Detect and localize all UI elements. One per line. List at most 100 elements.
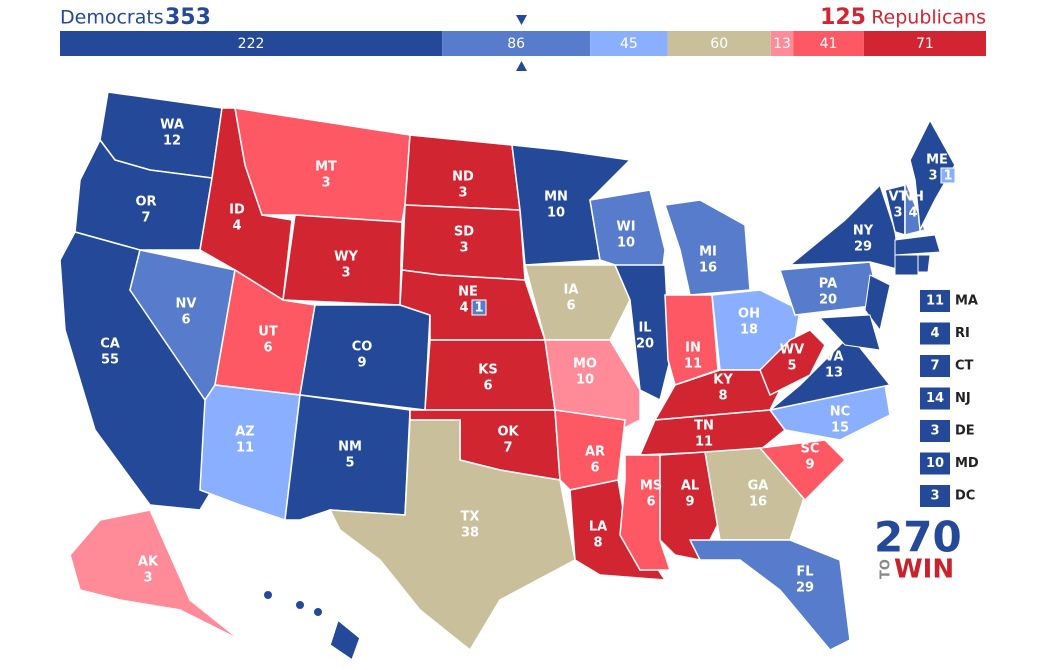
state-votes: 7 bbox=[503, 441, 512, 456]
state-abbr: ND bbox=[452, 170, 474, 185]
bar-segment bbox=[863, 31, 986, 56]
callout-abbr: MA bbox=[955, 294, 978, 309]
state-abbr: KY bbox=[713, 373, 733, 388]
state-shape bbox=[613, 264, 671, 402]
state-abbr: MT bbox=[315, 160, 337, 175]
callout-abbr: RI bbox=[955, 326, 970, 341]
state-votes: 3 bbox=[893, 206, 902, 221]
state-votes: 8 bbox=[718, 389, 727, 404]
island bbox=[264, 591, 272, 599]
state-votes: 12 bbox=[163, 134, 181, 149]
state-votes: 15 bbox=[831, 421, 849, 436]
state-abbr: TX bbox=[461, 510, 480, 525]
state-abbr: SD bbox=[454, 225, 474, 240]
state-abbr: OR bbox=[135, 195, 156, 210]
callout-box bbox=[920, 290, 950, 312]
callout-box bbox=[920, 452, 950, 475]
state-abbr: MI bbox=[699, 245, 717, 260]
state-votes: 6 bbox=[566, 299, 575, 314]
state-shape bbox=[664, 199, 751, 296]
split-box bbox=[940, 167, 956, 184]
state-votes: 10 bbox=[576, 373, 594, 388]
state-abbr: GA bbox=[748, 479, 769, 494]
logo-to: TO bbox=[879, 559, 894, 579]
state-abbr: SC bbox=[801, 442, 820, 457]
callout-box bbox=[920, 485, 950, 507]
bar-segment-label: 86 bbox=[507, 36, 525, 52]
state-abbr: PA bbox=[819, 277, 837, 292]
callout-votes: 11 bbox=[926, 294, 944, 309]
majority-marker bbox=[516, 61, 527, 71]
callout-abbr: NJ bbox=[955, 391, 971, 406]
state-abbr: FL bbox=[796, 565, 813, 580]
state-votes: 16 bbox=[699, 261, 717, 276]
state-abbr: AK bbox=[138, 555, 159, 570]
state-votes: 10 bbox=[547, 206, 565, 221]
bar-segment bbox=[793, 31, 864, 56]
logo-win: WIN bbox=[894, 555, 954, 585]
bar-segment bbox=[442, 31, 591, 56]
state-abbr: NM bbox=[338, 440, 362, 455]
state-votes: 9 bbox=[805, 458, 814, 473]
small-states: 11 MA 4 RI 7 CT 14 NJ 3 DE 10 MD 3 DC bbox=[920, 290, 979, 507]
state-abbr: AR bbox=[585, 445, 605, 460]
state-votes: 7 bbox=[141, 211, 150, 226]
split-votes: 1 bbox=[474, 301, 483, 316]
state-abbr: NC bbox=[830, 405, 850, 420]
bar-segment-label: 71 bbox=[916, 36, 934, 52]
state-abbr: UT bbox=[258, 325, 278, 340]
bar-segment-label: 60 bbox=[710, 36, 728, 52]
state-votes: 10 bbox=[617, 236, 635, 251]
vote-bar: 222 86 45 60 13 41 71 bbox=[60, 31, 986, 56]
state-votes: 16 bbox=[749, 495, 767, 510]
state-votes: 6 bbox=[590, 461, 599, 476]
state-shape bbox=[328, 419, 576, 652]
state-votes: 9 bbox=[685, 495, 694, 510]
state-votes: 3 bbox=[459, 241, 468, 256]
state-votes: 55 bbox=[101, 353, 119, 368]
state-votes: 18 bbox=[740, 323, 758, 338]
state-abbr: ID bbox=[229, 203, 245, 218]
state-votes: 3 bbox=[458, 186, 467, 201]
state-shape bbox=[69, 509, 241, 641]
callout-abbr: MD bbox=[955, 456, 979, 471]
state-votes: 11 bbox=[695, 435, 713, 450]
majority-marker bbox=[516, 15, 527, 25]
state-votes: 4 bbox=[459, 301, 468, 316]
state-votes: 20 bbox=[819, 293, 837, 308]
state-votes: 29 bbox=[854, 240, 872, 255]
state-shape bbox=[787, 183, 901, 272]
state-shape bbox=[894, 254, 919, 276]
state-shape bbox=[909, 118, 956, 233]
logo-number: 270 bbox=[874, 513, 962, 562]
state-abbr: HI bbox=[314, 633, 330, 648]
state-shape bbox=[864, 274, 891, 332]
state-abbr: CA bbox=[100, 337, 120, 352]
state-abbr: AL bbox=[681, 479, 699, 494]
bar-segment bbox=[770, 31, 794, 56]
dem-label: Democrats bbox=[60, 7, 164, 29]
state-shape bbox=[524, 264, 631, 341]
callout-abbr: CT bbox=[955, 359, 974, 374]
bar-segment bbox=[590, 31, 668, 56]
state-shape bbox=[818, 314, 881, 351]
state-votes: 13 bbox=[825, 366, 843, 381]
callout-box bbox=[920, 355, 950, 377]
state-abbr: OK bbox=[497, 425, 519, 440]
state-abbr: LA bbox=[589, 520, 607, 535]
state-abbr: AZ bbox=[235, 425, 255, 440]
state-votes: 6 bbox=[263, 341, 272, 356]
state-votes: 6 bbox=[646, 495, 655, 510]
state-votes: 11 bbox=[236, 441, 254, 456]
callout-box bbox=[920, 322, 950, 345]
state-abbr: MN bbox=[544, 190, 568, 205]
island bbox=[314, 608, 322, 616]
bar-segment-label: 41 bbox=[820, 36, 838, 52]
state-votes: 11 bbox=[684, 357, 702, 372]
callout-abbr: DC bbox=[955, 489, 975, 504]
state-votes: 4 bbox=[232, 219, 241, 234]
state-votes: 6 bbox=[181, 313, 190, 328]
state-abbr: KS bbox=[478, 363, 497, 378]
